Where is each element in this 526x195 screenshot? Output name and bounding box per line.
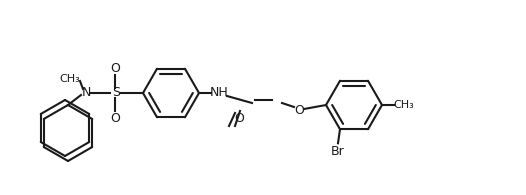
Text: Br: Br xyxy=(331,145,345,158)
Text: O: O xyxy=(234,112,244,124)
Text: CH₃: CH₃ xyxy=(59,74,80,84)
Text: S: S xyxy=(112,87,120,99)
Text: O: O xyxy=(110,112,120,124)
Text: O: O xyxy=(110,61,120,74)
Text: N: N xyxy=(82,87,90,99)
Text: CH₃: CH₃ xyxy=(393,100,414,110)
Text: NH: NH xyxy=(210,87,228,99)
Text: O: O xyxy=(294,104,304,116)
